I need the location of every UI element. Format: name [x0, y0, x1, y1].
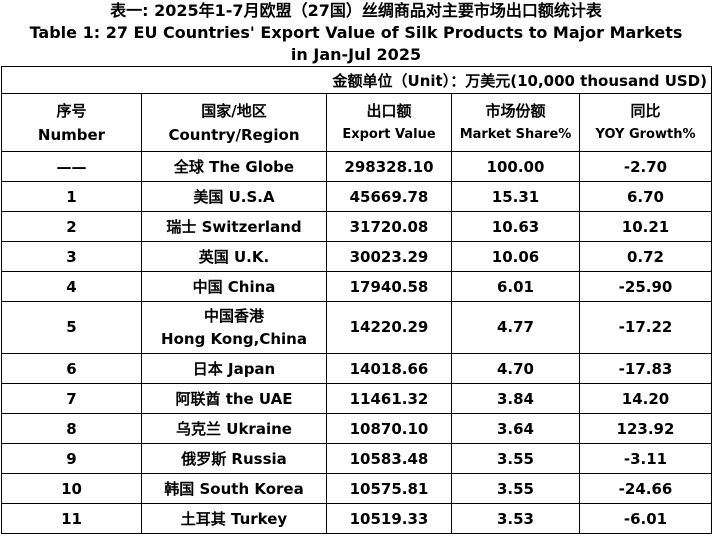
header-country-en: Country/Region [168, 125, 300, 144]
table-row: —— 全球 The Globe 298328.10 100.00 -2.70 [1, 151, 712, 182]
cell-share: 100.00 [451, 151, 580, 182]
header-number-cn: 序号 [56, 101, 87, 120]
cell-share: 15.31 [451, 181, 580, 212]
table-row: 11 土耳其 Turkey 10519.33 3.53 -6.01 [1, 503, 712, 534]
header-share: 市场份额 Market Share% [451, 93, 580, 152]
table-row: 7 阿联酋 the UAE 11461.32 3.84 14.20 [1, 383, 712, 414]
cell-yoy: 6.70 [579, 181, 712, 212]
header-value: 出口额 Export Value [326, 93, 452, 152]
cell-value: 10519.33 [326, 503, 452, 534]
unit-row: 金额单位（Unit）：万美元(10,000 thousand USD) [1, 66, 712, 94]
cell-country: 中国 China [141, 271, 327, 302]
cell-number: 7 [1, 383, 142, 414]
cell-value: 11461.32 [326, 383, 452, 414]
cell-country: 瑞士 Switzerland [141, 211, 327, 242]
export-value-table: 金额单位（Unit）：万美元(10,000 thousand USD) 序号 N… [1, 66, 712, 534]
cell-value: 10870.10 [326, 413, 452, 444]
header-value-en: Export Value [342, 126, 436, 142]
cell-country: 韩国 South Korea [141, 473, 327, 504]
cell-share: 10.06 [451, 241, 580, 272]
cell-yoy: -24.66 [579, 473, 712, 504]
cell-number: 5 [1, 301, 142, 354]
header-value-cn: 出口额 [366, 101, 412, 120]
cell-share: 3.53 [451, 503, 580, 534]
cell-country: 英国 U.K. [141, 241, 327, 272]
cell-number: 8 [1, 413, 142, 444]
header-yoy-en: YOY Growth% [595, 126, 696, 142]
cell-number: —— [1, 151, 142, 182]
header-row: 序号 Number 国家/地区 Country/Region 出口额 Expor… [1, 93, 712, 152]
title-english-line2: in Jan-Jul 2025 [290, 45, 422, 64]
cell-value: 31720.08 [326, 211, 452, 242]
cell-yoy: -17.22 [579, 301, 712, 354]
cell-country: 中国香港 Hong Kong,China [141, 301, 327, 354]
cell-number: 4 [1, 271, 142, 302]
cell-country: 美国 U.S.A [141, 181, 327, 212]
table-row: 10 韩国 South Korea 10575.81 3.55 -24.66 [1, 473, 712, 504]
cell-yoy: 14.20 [579, 383, 712, 414]
cell-value: 14018.66 [326, 353, 452, 384]
cell-share: 4.77 [451, 301, 580, 354]
cell-yoy: -6.01 [579, 503, 712, 534]
header-number: 序号 Number [1, 93, 142, 152]
table-row: 9 俄罗斯 Russia 10583.48 3.55 -3.11 [1, 443, 712, 474]
header-country: 国家/地区 Country/Region [141, 93, 327, 152]
header-country-cn: 国家/地区 [201, 101, 267, 120]
header-yoy-cn: 同比 [630, 101, 661, 120]
cell-value: 14220.29 [326, 301, 452, 354]
cell-country-cn: 中国香港 [203, 306, 264, 325]
cell-share: 3.64 [451, 413, 580, 444]
cell-value: 10575.81 [326, 473, 452, 504]
cell-share: 3.55 [451, 473, 580, 504]
cell-value: 45669.78 [326, 181, 452, 212]
cell-number: 10 [1, 473, 142, 504]
table-row: 1 美国 U.S.A 45669.78 15.31 6.70 [1, 181, 712, 212]
cell-share: 3.55 [451, 443, 580, 474]
cell-value: 30023.29 [326, 241, 452, 272]
cell-country: 全球 The Globe [141, 151, 327, 182]
cell-yoy: -2.70 [579, 151, 712, 182]
cell-number: 6 [1, 353, 142, 384]
cell-yoy: 123.92 [579, 413, 712, 444]
cell-share: 4.70 [451, 353, 580, 384]
table-row: 6 日本 Japan 14018.66 4.70 -17.83 [1, 353, 712, 384]
cell-number: 3 [1, 241, 142, 272]
header-share-en: Market Share% [459, 126, 572, 142]
table-row: 8 乌克兰 Ukraine 10870.10 3.64 123.92 [1, 413, 712, 444]
cell-country-en: Hong Kong,China [161, 329, 307, 348]
title-chinese: 表一: 2025年1-7月欧盟（27国）丝绸商品对主要市场出口额统计表 [110, 1, 602, 20]
header-yoy: 同比 YOY Growth% [579, 93, 712, 152]
cell-yoy: 0.72 [579, 241, 712, 272]
cell-value: 17940.58 [326, 271, 452, 302]
cell-yoy: -25.90 [579, 271, 712, 302]
header-number-en: Number [37, 125, 106, 144]
cell-yoy: 10.21 [579, 211, 712, 242]
cell-country: 阿联酋 the UAE [141, 383, 327, 414]
cell-share: 6.01 [451, 271, 580, 302]
cell-country: 土耳其 Turkey [141, 503, 327, 534]
table-row: 4 中国 China 17940.58 6.01 -25.90 [1, 271, 712, 302]
cell-number: 11 [1, 503, 142, 534]
cell-number: 2 [1, 211, 142, 242]
cell-yoy: -3.11 [579, 443, 712, 474]
table-row: 5 中国香港 Hong Kong,China 14220.29 4.77 -17… [1, 301, 712, 354]
cell-share: 10.63 [451, 211, 580, 242]
cell-value: 298328.10 [326, 151, 452, 182]
unit-label: 金额单位（Unit）：万美元(10,000 thousand USD) [1, 66, 712, 94]
cell-country: 乌克兰 Ukraine [141, 413, 327, 444]
table-title-block: 表一: 2025年1-7月欧盟（27国）丝绸商品对主要市场出口额统计表 Tabl… [0, 0, 712, 66]
header-share-cn: 市场份额 [485, 101, 546, 120]
cell-yoy: -17.83 [579, 353, 712, 384]
title-english-line1: Table 1: 27 EU Countries' Export Value o… [29, 23, 683, 42]
cell-value: 10583.48 [326, 443, 452, 474]
cell-number: 1 [1, 181, 142, 212]
cell-country: 俄罗斯 Russia [141, 443, 327, 474]
cell-number: 9 [1, 443, 142, 474]
cell-country: 日本 Japan [141, 353, 327, 384]
cell-share: 3.84 [451, 383, 580, 414]
table-row: 3 英国 U.K. 30023.29 10.06 0.72 [1, 241, 712, 272]
table-row: 2 瑞士 Switzerland 31720.08 10.63 10.21 [1, 211, 712, 242]
